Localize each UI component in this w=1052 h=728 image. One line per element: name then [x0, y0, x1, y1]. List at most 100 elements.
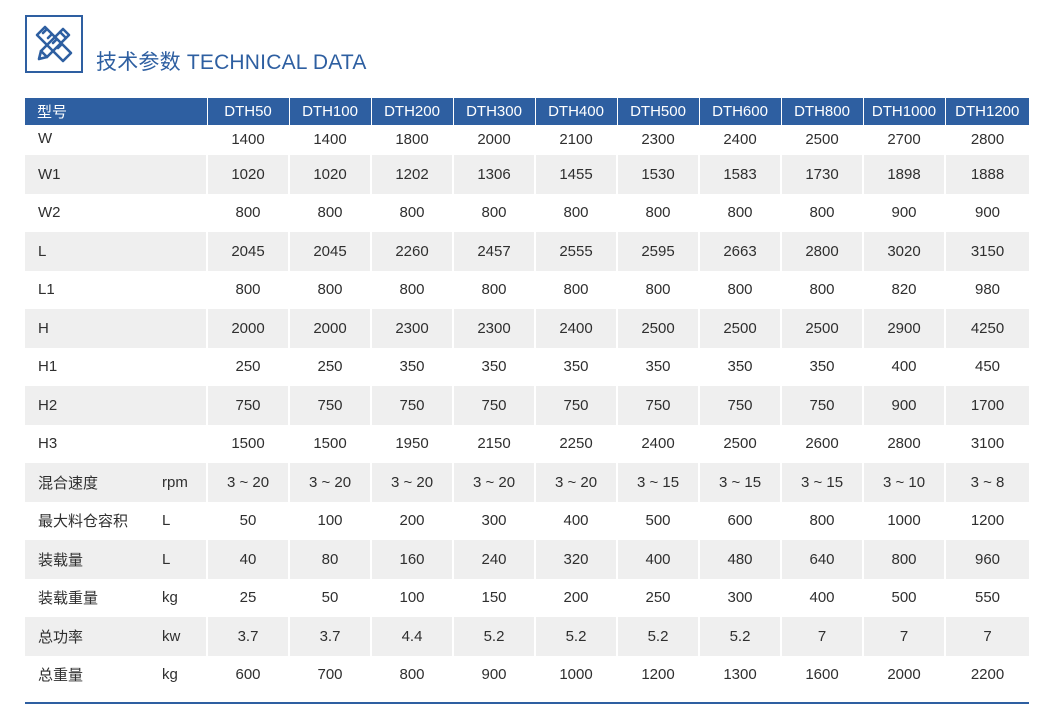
- row-label: H: [25, 309, 152, 348]
- table-cell: 800: [616, 193, 700, 232]
- table-cell: 400: [534, 501, 618, 540]
- table-cell: 800: [206, 193, 290, 232]
- table-row: 装载量 L 40 80 160 240 320 400 480 640 800 960: [25, 540, 1030, 579]
- table-cell: 5.2: [452, 617, 536, 656]
- table-cell: 960: [944, 540, 1030, 579]
- table-cell: 2000: [452, 125, 536, 155]
- table-cell: 820: [862, 270, 946, 309]
- table-row: L 2045 2045 2260 2457 2555 2595 2663 2800 3020 315…: [25, 232, 1030, 271]
- table-cell: 1600: [780, 655, 864, 694]
- table-cell: 2300: [370, 309, 454, 348]
- table-cell: 1200: [616, 655, 700, 694]
- row-unit: [152, 348, 207, 387]
- table-cell: 1583: [698, 155, 782, 194]
- table-cell: 3 ~ 20: [370, 463, 454, 502]
- table-cell: 2400: [698, 125, 782, 155]
- table-cell: 600: [206, 655, 290, 694]
- table-cell: 2800: [862, 424, 946, 463]
- page-title: 技术参数 TECHNICAL DATA: [96, 51, 367, 74]
- table-cell: 480: [698, 540, 782, 579]
- table-cell: 750: [616, 386, 700, 425]
- table-cell: 2000: [862, 655, 946, 694]
- table-cell: 800: [780, 501, 864, 540]
- ruler-pencil-icon: [35, 25, 73, 63]
- table-cell: 3 ~ 20: [206, 463, 290, 502]
- table-cell: 150: [452, 578, 536, 617]
- table-cell: 3 ~ 20: [534, 463, 618, 502]
- table-cell: 800: [862, 540, 946, 579]
- table-cell: 400: [780, 578, 864, 617]
- table-cell: 750: [206, 386, 290, 425]
- table-cell: 240: [452, 540, 536, 579]
- row-label: 最大料仓容积: [38, 513, 129, 531]
- table-cell: 2555: [534, 232, 618, 271]
- table-cell: 700: [288, 655, 372, 694]
- model-header: DTH600: [698, 98, 782, 125]
- table-cell: 7: [944, 617, 1030, 656]
- row-unit: L: [162, 512, 171, 530]
- table-cell: 2100: [534, 125, 618, 155]
- table-cell: 2045: [206, 232, 290, 271]
- row-unit: kg: [162, 589, 178, 607]
- table-cell: 2663: [698, 232, 782, 271]
- table-cell: 750: [780, 386, 864, 425]
- table-row: W2 800 800 800 800 800 800 800 800 900 900: [25, 193, 1030, 232]
- table-cell: 100: [288, 501, 372, 540]
- table-cell: 2500: [780, 309, 864, 348]
- table-cell: 750: [288, 386, 372, 425]
- model-header: DTH200: [370, 98, 454, 125]
- row-label: 装载量: [25, 540, 152, 579]
- table-row: H3 1500 1500 1950 2150 2250 2400 2500 2600 2800 31…: [25, 424, 1030, 464]
- table-cell: 800: [534, 270, 618, 309]
- table-cell: 5.2: [698, 617, 782, 656]
- row-unit: [152, 309, 208, 348]
- table-cell: 5.2: [616, 617, 700, 656]
- table-row: H1 250 250 350 350 350 350 350 350 400 450: [25, 347, 1030, 387]
- table-row: W 1400 1400 1800 2000 2100 2300 2400 2500 2700 280…: [25, 125, 1030, 155]
- table-cell: 2600: [780, 424, 864, 463]
- logo: [25, 15, 83, 73]
- table-cell: 2000: [206, 309, 290, 348]
- table-cell: 3020: [862, 232, 946, 271]
- table-cell: 2400: [534, 309, 618, 348]
- row-label: W: [38, 130, 53, 147]
- table-cell: 800: [370, 655, 454, 694]
- row-unit: [152, 232, 208, 271]
- bottom-divider: [25, 702, 1029, 704]
- model-header: DTH300: [452, 98, 536, 125]
- table-cell: 900: [862, 386, 946, 425]
- table-cell: 800: [616, 270, 700, 309]
- table-cell: 350: [452, 347, 536, 386]
- row-unit: rpm: [152, 463, 208, 502]
- table-cell: 800: [288, 270, 372, 309]
- model-header: DTH50: [206, 98, 290, 125]
- row-label: W2: [38, 204, 61, 222]
- table-cell: 1898: [862, 155, 946, 194]
- table-cell: 1950: [370, 424, 454, 463]
- table-cell: 3.7: [206, 617, 290, 656]
- model-header-label: 型号: [25, 98, 208, 125]
- row-unit: [152, 155, 208, 194]
- table-cell: 350: [698, 347, 782, 386]
- table-cell: 2500: [698, 309, 782, 348]
- table-cell: 1455: [534, 155, 618, 194]
- table-cell: 350: [534, 347, 618, 386]
- table-cell: 250: [616, 578, 700, 617]
- table-row: 总重量 kg 600 700 800 900 1000 1200 1300 1600 2000 220…: [25, 655, 1030, 694]
- row-unit: kg: [162, 666, 178, 684]
- table-cell: 350: [616, 347, 700, 386]
- table-cell: 50: [206, 501, 290, 540]
- table-cell: 1000: [534, 655, 618, 694]
- table-row: L1 800 800 800 800 800 800 800 800 820 980: [25, 270, 1030, 309]
- table-cell: 3100: [944, 424, 1030, 463]
- table-cell: 2200: [944, 655, 1030, 694]
- row-label: W1: [25, 155, 152, 194]
- table-cell: 7: [780, 617, 864, 656]
- table-cell: 2300: [452, 309, 536, 348]
- table-cell: 7: [862, 617, 946, 656]
- table-cell: 800: [780, 270, 864, 309]
- table-cell: 900: [862, 193, 946, 232]
- table-header-row: 型号 DTH50 DTH100 DTH200 DTH300 DTH400 DTH…: [25, 98, 1030, 125]
- table-cell: 3 ~ 10: [862, 463, 946, 502]
- row-unit: [152, 425, 207, 464]
